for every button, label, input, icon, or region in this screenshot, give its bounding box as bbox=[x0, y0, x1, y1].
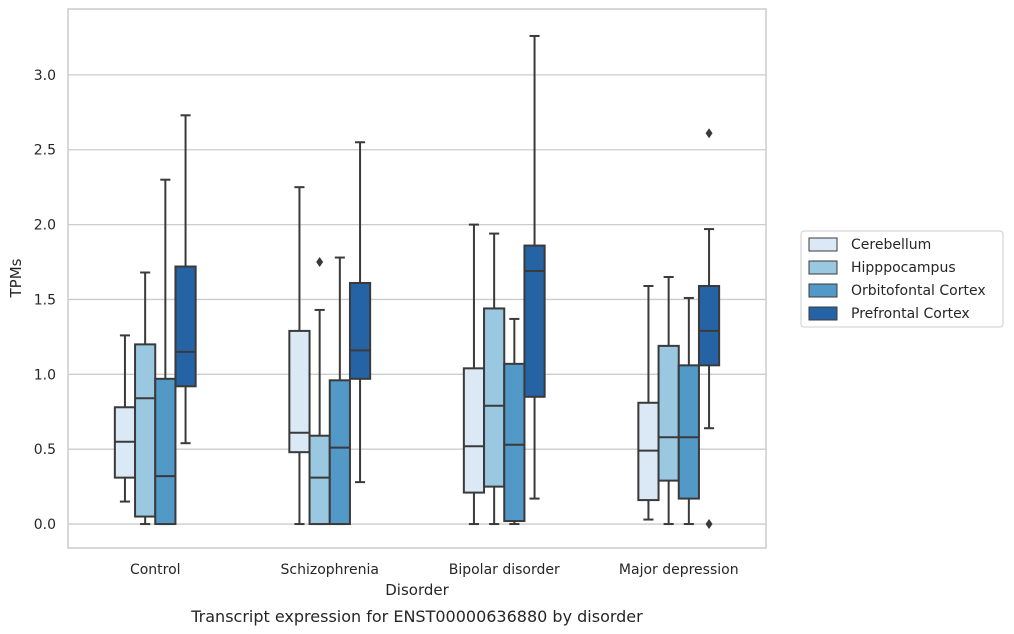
legend-label: Cerebellum bbox=[851, 237, 931, 253]
y-tick-label: 3.0 bbox=[34, 68, 56, 84]
outlier-marker bbox=[705, 519, 713, 530]
box-iqr bbox=[657, 344, 680, 482]
legend: Cerebellum Hipppocampus Orbitofontal Corte… bbox=[800, 230, 1004, 328]
legend-swatch bbox=[808, 260, 838, 275]
box-orbitofontal-cortex bbox=[677, 296, 700, 526]
y-tick-label: 0.0 bbox=[34, 517, 56, 533]
legend-label: Prefrontal Cortex bbox=[851, 306, 970, 322]
x-tick-label: Major depression bbox=[619, 562, 739, 578]
box-hipppocampus bbox=[483, 232, 506, 526]
plot-frame bbox=[67, 8, 767, 549]
box-iqr bbox=[523, 244, 546, 398]
legend-frame bbox=[800, 230, 1004, 328]
y-axis-label: TPMs bbox=[7, 258, 25, 298]
legend-swatch bbox=[808, 237, 838, 252]
box-iqr bbox=[677, 364, 700, 500]
box-iqr bbox=[483, 307, 506, 488]
chart-title: Transcript expression for ENST0000063688… bbox=[190, 607, 643, 626]
box-cerebellum bbox=[462, 223, 486, 526]
y-tick-labels: 0.0 0.5 1.0 1.5 2.0 2.5 3.0 bbox=[34, 68, 56, 533]
box-iqr bbox=[174, 265, 197, 388]
box-iqr bbox=[503, 362, 526, 523]
outlier-marker bbox=[705, 128, 713, 139]
x-tick-label: Control bbox=[130, 562, 181, 578]
box-iqr bbox=[462, 367, 486, 494]
y-tick-label: 2.0 bbox=[34, 218, 56, 234]
box-prefrontal-cortex bbox=[523, 34, 546, 500]
box-iqr bbox=[154, 377, 177, 526]
box-iqr bbox=[288, 329, 311, 454]
box-cerebellum bbox=[637, 284, 660, 521]
y-tick-label: 2.5 bbox=[34, 143, 56, 159]
box-orbitofontal-cortex bbox=[503, 317, 526, 526]
x-tick-label: Bipolar disorder bbox=[449, 562, 560, 578]
box-iqr bbox=[134, 343, 157, 518]
x-axis-label: Disorder bbox=[385, 581, 449, 599]
box-cerebellum bbox=[288, 186, 311, 526]
box-prefrontal-cortex bbox=[348, 141, 372, 484]
legend-swatch bbox=[808, 283, 838, 298]
outlier-marker bbox=[316, 257, 324, 268]
legend-swatch bbox=[808, 306, 838, 321]
box-orbitofontal-cortex bbox=[154, 178, 177, 526]
box-hipppocampus bbox=[134, 271, 157, 526]
box-iqr bbox=[697, 284, 721, 367]
y-tick-label: 0.5 bbox=[34, 442, 56, 458]
box-orbitofontal-cortex bbox=[328, 256, 351, 526]
x-tick-label: Schizophrenia bbox=[281, 562, 379, 578]
box-prefrontal-cortex bbox=[697, 128, 721, 530]
box-cerebellum bbox=[113, 334, 137, 503]
box-iqr bbox=[308, 434, 331, 526]
box-hipppocampus bbox=[657, 276, 680, 526]
legend-label: Orbitofontal Cortex bbox=[851, 283, 986, 299]
x-tick-labels: Control Schizophrenia Bipolar disorder Majo… bbox=[130, 562, 739, 578]
box-iqr bbox=[348, 281, 372, 380]
box-prefrontal-cortex bbox=[174, 114, 197, 445]
box-hipppocampus bbox=[308, 257, 331, 526]
legend-label: Hipppocampus bbox=[851, 260, 956, 276]
box-series bbox=[113, 34, 721, 530]
y-tick-label: 1.0 bbox=[34, 367, 56, 383]
y-tick-label: 1.5 bbox=[34, 292, 56, 308]
box-iqr bbox=[328, 379, 351, 526]
